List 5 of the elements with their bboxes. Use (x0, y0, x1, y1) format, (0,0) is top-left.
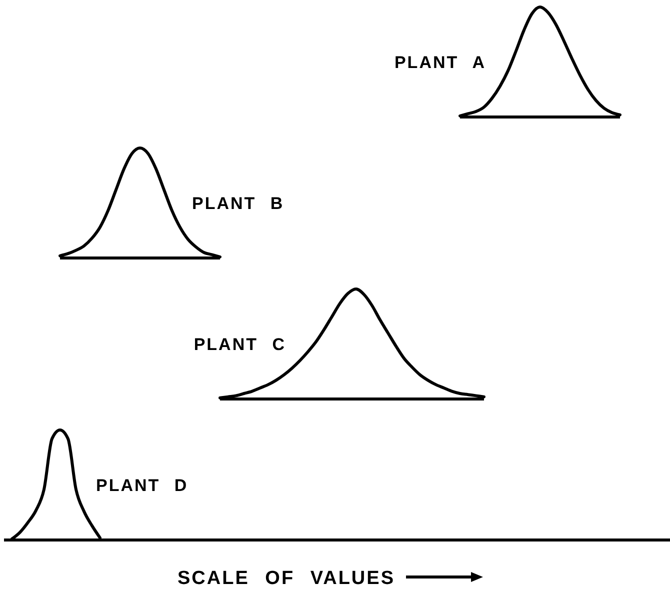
series-label: PLANT A (394, 53, 486, 72)
series-label: PLANT C (194, 335, 286, 354)
series-label: PLANT D (96, 476, 188, 495)
x-axis-title: SCALE OF VALUES (178, 568, 395, 589)
series-label: PLANT B (192, 194, 284, 213)
